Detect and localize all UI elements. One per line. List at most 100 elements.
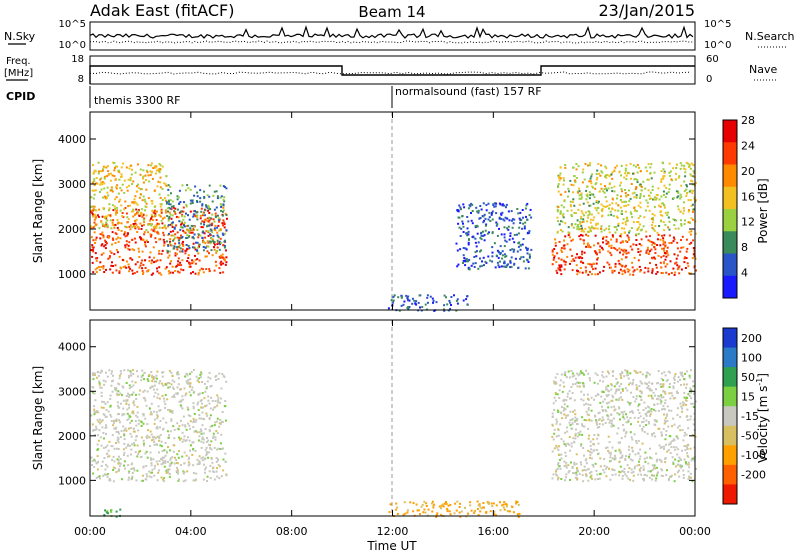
data-cell (216, 448, 219, 451)
data-cell (616, 381, 619, 384)
data-cell (604, 185, 606, 187)
data-cell (162, 231, 165, 234)
data-cell (480, 208, 483, 211)
data-cell (94, 428, 97, 431)
data-cell (118, 178, 121, 181)
data-cell (165, 175, 168, 178)
data-cell (604, 175, 606, 178)
data-cell (517, 266, 520, 269)
data-cell (221, 411, 224, 413)
data-cell (611, 384, 613, 387)
data-cell (126, 221, 129, 223)
data-cell (652, 391, 655, 394)
colorbar-tick-label: 8 (741, 241, 748, 254)
data-cell (581, 181, 584, 184)
data-cell (592, 219, 595, 222)
data-cell (460, 208, 462, 211)
data-cell (493, 205, 496, 208)
data-cell (569, 397, 572, 400)
data-cell (145, 465, 148, 467)
data-cell (486, 232, 489, 235)
data-cell (116, 404, 119, 407)
data-cell (126, 419, 129, 421)
data-cell (637, 405, 640, 408)
data-cell (113, 205, 116, 208)
data-cell (633, 465, 636, 468)
data-cell (589, 263, 591, 266)
data-cell (578, 433, 581, 436)
data-cell (104, 166, 107, 169)
data-cell (188, 385, 191, 388)
data-cell (513, 234, 516, 236)
data-cell (221, 210, 224, 213)
data-cell (639, 223, 641, 226)
data-cell (654, 479, 657, 482)
data-cell (440, 513, 443, 516)
data-cell (515, 502, 518, 505)
data-cell (467, 241, 470, 244)
data-cell (632, 221, 635, 224)
data-cell (191, 200, 194, 203)
cpid-row: CPID themis 3300 RF normalsound (fast) 1… (6, 85, 542, 108)
data-cell (117, 441, 120, 444)
data-cell (609, 210, 612, 213)
data-cell (222, 185, 225, 188)
data-cell (557, 476, 560, 479)
data-cell (598, 426, 601, 429)
data-cell (135, 414, 138, 417)
data-cell (94, 434, 96, 437)
data-cell (665, 430, 668, 432)
data-cell (224, 259, 226, 262)
data-cell (624, 432, 627, 435)
data-cell (627, 270, 630, 273)
data-cell (479, 265, 482, 268)
data-cell (214, 216, 217, 218)
data-cell (127, 443, 130, 446)
data-cell (685, 184, 688, 186)
data-cell (150, 224, 153, 227)
data-cell (653, 465, 656, 468)
data-cell (608, 263, 611, 266)
data-cell (666, 405, 669, 408)
data-cell (149, 386, 152, 389)
data-cell (614, 265, 617, 268)
data-cell (208, 240, 211, 243)
data-cell (588, 204, 591, 207)
data-cell (423, 500, 426, 503)
data-cell (567, 442, 569, 445)
data-cell (182, 415, 185, 418)
data-cell (665, 380, 668, 383)
data-cell (632, 411, 635, 414)
data-cell (132, 372, 135, 375)
data-cell (217, 217, 220, 220)
data-cell (587, 479, 590, 482)
data-cell (642, 409, 645, 411)
data-cell (613, 454, 616, 457)
data-cell (616, 164, 618, 167)
data-cell (189, 265, 192, 268)
data-cell (114, 213, 117, 216)
data-cell (551, 450, 554, 453)
data-cell (177, 428, 180, 431)
data-cell (568, 469, 571, 472)
data-cell (660, 178, 663, 181)
data-cell (664, 252, 667, 255)
data-cell (618, 271, 621, 274)
data-cell (628, 445, 631, 448)
data-cell (179, 438, 181, 441)
data-cell (565, 466, 568, 469)
data-cell (92, 164, 94, 167)
data-cell (191, 454, 194, 456)
data-cell (624, 435, 627, 438)
data-cell (654, 424, 657, 426)
data-cell (161, 222, 164, 225)
data-cell (597, 452, 600, 455)
data-cell (483, 506, 485, 509)
data-cell (626, 416, 629, 419)
data-cell (198, 455, 201, 458)
data-cell (617, 259, 620, 262)
data-cell (587, 214, 590, 217)
data-cell (562, 177, 565, 180)
data-cell (624, 223, 627, 226)
data-cell (190, 444, 192, 447)
